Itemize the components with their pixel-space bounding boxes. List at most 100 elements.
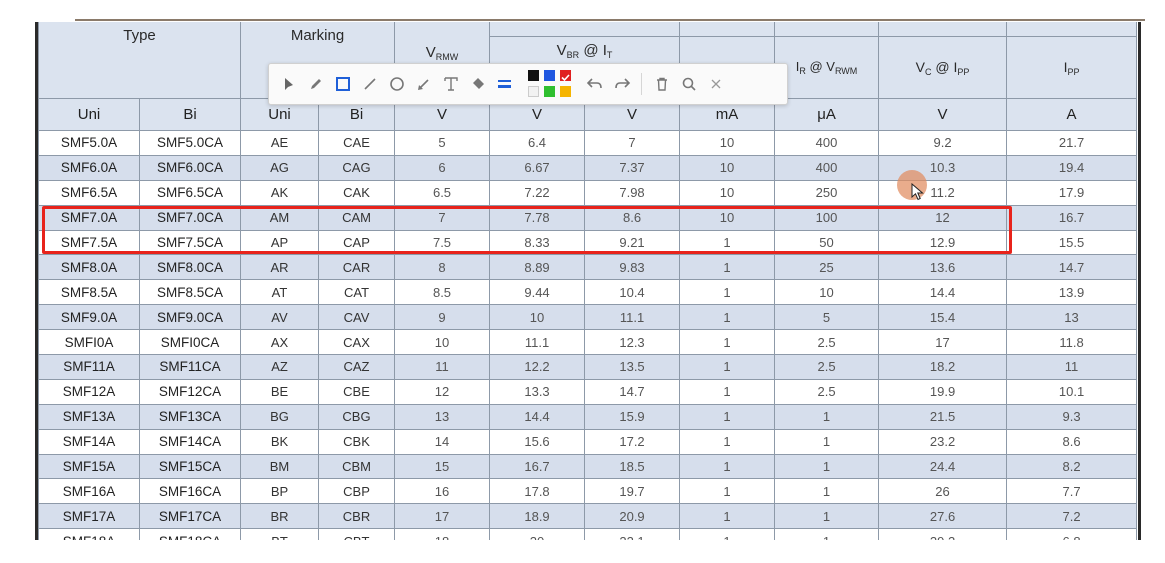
- table-cell: 10.3: [878, 154, 1008, 181]
- table-cell: BE: [240, 378, 319, 405]
- table-cell: 10: [394, 329, 491, 356]
- table-cell: 1: [679, 528, 776, 540]
- select-arrow-icon[interactable]: [276, 70, 301, 98]
- table-row: SMF16A SMF16CA BP CBP 16 17.8 19.7 1 1 26 7.7: [38, 478, 1138, 505]
- text-icon[interactable]: [438, 70, 463, 98]
- table-cell: SMF7.5CA: [139, 229, 241, 256]
- table-cell: CBM: [317, 453, 396, 480]
- table-row: SMF6.5A SMF6.5CA AK CAK 6.5 7.22 7.98 10 250 11.2…: [38, 179, 1138, 206]
- redo-icon[interactable]: [609, 70, 634, 98]
- table-row: SMF5.0A SMF5.0CA AE CAE 5 6.4 7 10 400 9.2 21.7: [38, 130, 1138, 156]
- table-cell: 15.5: [1006, 229, 1138, 256]
- table-cell: 7: [584, 130, 681, 156]
- table-cell: 6: [394, 154, 491, 181]
- header-breakdown-voltage-cut: Voltage: [489, 22, 681, 37]
- table-cell: SMF6.5CA: [139, 179, 241, 206]
- table-cell: SMF5.0CA: [139, 130, 241, 156]
- color-swatch-black[interactable]: [528, 70, 539, 81]
- table-cell: 29.2: [878, 528, 1008, 540]
- table-cell: SMF8.5A: [38, 279, 140, 306]
- ellipse-icon[interactable]: [384, 70, 409, 98]
- table-cell: 9.2: [878, 130, 1008, 156]
- color-swatch-red[interactable]: [560, 70, 571, 82]
- table-row: SMF15A SMF15CA BM CBM 15 16.7 18.5 1 1 24.4 8.2: [38, 453, 1138, 480]
- color-swatch-white[interactable]: [528, 86, 539, 97]
- table-cell: 19.9: [878, 378, 1008, 405]
- header-vbr-at-it: VBR @ IT: [489, 36, 681, 65]
- table-cell: 9.83: [584, 254, 681, 281]
- trash-icon[interactable]: [649, 70, 674, 98]
- table-cell: AX: [240, 329, 319, 356]
- table-cell: 27.6: [878, 503, 1008, 530]
- table-cell: 2.5: [774, 329, 880, 356]
- table-cell: 7.22: [489, 179, 586, 206]
- table-cell: 5: [774, 304, 880, 331]
- table-cell: 14.4: [878, 279, 1008, 306]
- checkmark-icon: [561, 74, 570, 82]
- eraser-icon[interactable]: [465, 70, 490, 98]
- table-cell: SMF8.0A: [38, 254, 140, 281]
- table-cell: 25: [774, 254, 880, 281]
- table-cell: SMF13A: [38, 403, 140, 430]
- table-cell: 12.3: [584, 329, 681, 356]
- table-cell: 2.5: [774, 354, 880, 380]
- undo-icon[interactable]: [582, 70, 607, 98]
- table-cell: CBE: [317, 378, 396, 405]
- table-cell: 7: [394, 204, 491, 231]
- table-cell: 14.7: [584, 378, 681, 405]
- table-cell: SMF13CA: [139, 403, 241, 430]
- table-cell: 11: [394, 354, 491, 380]
- color-swatch-blue[interactable]: [544, 70, 555, 81]
- table-cell: SMF17CA: [139, 503, 241, 530]
- table-cell: 1: [679, 503, 776, 530]
- table-cell: AG: [240, 154, 319, 181]
- table-cell: 10.4: [584, 279, 681, 306]
- table-cell: 9.3: [1006, 403, 1138, 430]
- toolbar-divider: [641, 73, 642, 95]
- table-cell: 17.2: [584, 428, 681, 455]
- table-cell: 13.3: [489, 378, 586, 405]
- table-cell: CAV: [317, 304, 396, 331]
- color-swatch-green[interactable]: [544, 86, 555, 97]
- close-icon[interactable]: [703, 70, 728, 98]
- line-weight-icon[interactable]: [492, 70, 517, 98]
- rectangle-icon[interactable]: [330, 70, 355, 98]
- pen-icon[interactable]: [303, 70, 328, 98]
- table-cell: CAR: [317, 254, 396, 281]
- table-cell: SMF5.0A: [38, 130, 140, 156]
- table-cell: CAK: [317, 179, 396, 206]
- table-cell: CBK: [317, 428, 396, 455]
- table-row: SMF11A SMF11CA AZ CAZ 11 12.2 13.5 1 2.5 18.2 11: [38, 354, 1138, 380]
- table-cell: 21.5: [878, 403, 1008, 430]
- table-cell: AR: [240, 254, 319, 281]
- table-cell: 8.6: [1006, 428, 1138, 455]
- table-cell: CBP: [317, 478, 396, 505]
- table-cell: 10.1: [1006, 378, 1138, 405]
- table-cell: 16.7: [1006, 204, 1138, 231]
- table-cell: SMF12A: [38, 378, 140, 405]
- arrow-icon[interactable]: [411, 70, 436, 98]
- table-cell: 6.8: [1006, 528, 1138, 540]
- table-cell: 19.7: [584, 478, 681, 505]
- table-cell: 22.1: [584, 528, 681, 540]
- table-cell: 50: [774, 229, 880, 256]
- table-cell: 18: [394, 528, 491, 540]
- unit-cell: Bi: [139, 98, 241, 131]
- table-cell: BK: [240, 428, 319, 455]
- search-icon[interactable]: [676, 70, 701, 98]
- table-cell: 11: [1006, 354, 1138, 380]
- line-icon[interactable]: [357, 70, 382, 98]
- table-cell: 14: [394, 428, 491, 455]
- table-cell: 17: [878, 329, 1008, 356]
- unit-cell: μA: [774, 98, 880, 131]
- color-swatch-yellow[interactable]: [560, 86, 571, 97]
- table-cell: SMF17A: [38, 503, 140, 530]
- table-cell: BT: [240, 528, 319, 540]
- table-cell: SMFI0A: [38, 329, 140, 356]
- table-cell: 11.8: [1006, 329, 1138, 356]
- table-cell: 7.98: [584, 179, 681, 206]
- table-cell: SMF8.5CA: [139, 279, 241, 306]
- table-cell: 10: [679, 179, 776, 206]
- header-leakage-cut: Leakage: [774, 22, 880, 37]
- table-cell: 7.2: [1006, 503, 1138, 530]
